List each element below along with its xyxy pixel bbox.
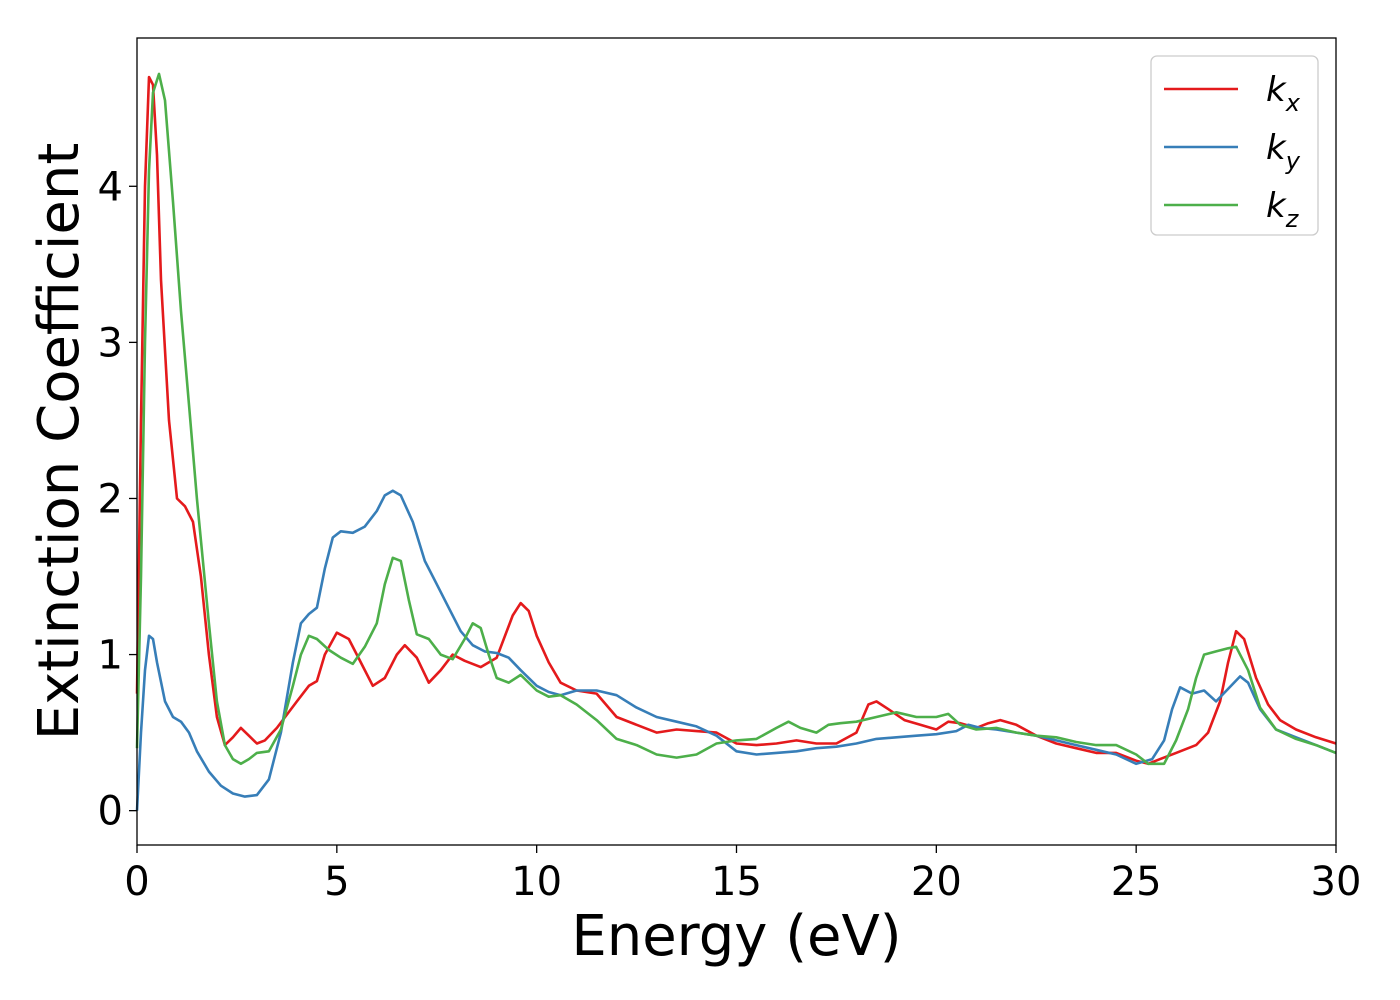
legend-entry-subscript: y bbox=[1285, 147, 1301, 175]
x-tick-label: 15 bbox=[711, 859, 762, 905]
y-tick-label: 2 bbox=[98, 476, 123, 522]
series-line-kz bbox=[135, 72, 1337, 766]
x-tick-label: 5 bbox=[324, 859, 349, 905]
legend-entry-label: ky bbox=[1266, 128, 1301, 175]
x-axis-title: Energy (eV) bbox=[571, 904, 901, 969]
x-axis-ticks: 0 5 10 15 20 25 30 bbox=[124, 845, 1361, 905]
plot-lines bbox=[135, 72, 1337, 811]
y-axis-ticks: 0 1 2 3 4 bbox=[98, 164, 137, 835]
series-line-ky bbox=[135, 489, 1337, 811]
legend-entry-name: k bbox=[1266, 70, 1287, 110]
y-tick-label: 3 bbox=[98, 320, 123, 366]
y-axis-title: Extinction Coefficient bbox=[27, 143, 92, 741]
legend-box bbox=[1150, 55, 1319, 236]
legend-entry-name: k bbox=[1266, 128, 1287, 168]
legend-entry-subscript: z bbox=[1285, 205, 1300, 233]
y-tick-label: 4 bbox=[98, 164, 123, 210]
legend-entry-name: k bbox=[1266, 186, 1287, 226]
y-tick-label: 1 bbox=[98, 633, 123, 679]
legend-entry-label: kx bbox=[1266, 70, 1301, 117]
legend-entry-label: kz bbox=[1266, 186, 1300, 233]
legend-entry-subscript: x bbox=[1285, 89, 1301, 117]
series-line-kx bbox=[135, 75, 1337, 766]
x-tick-label: 25 bbox=[1111, 859, 1162, 905]
x-tick-label: 30 bbox=[1311, 859, 1362, 905]
x-tick-label: 0 bbox=[124, 859, 149, 905]
x-tick-label: 20 bbox=[911, 859, 962, 905]
x-tick-label: 10 bbox=[511, 859, 562, 905]
y-tick-label: 0 bbox=[98, 789, 123, 835]
